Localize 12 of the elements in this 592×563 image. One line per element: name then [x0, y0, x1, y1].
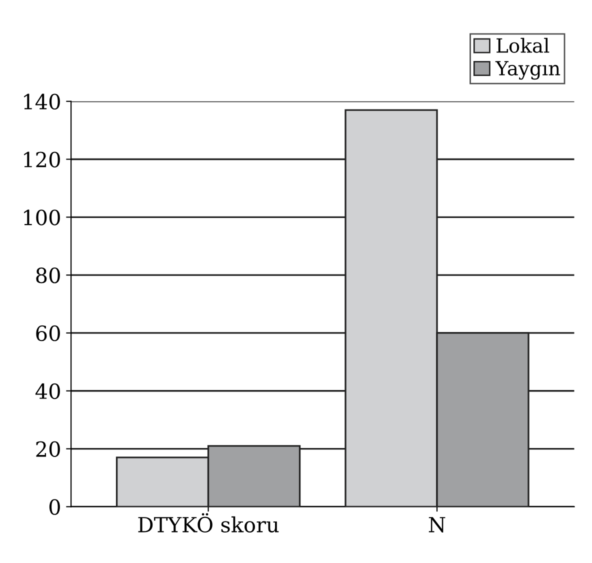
legend-label: Yaygın [495, 61, 560, 80]
x-tick-label: N [428, 517, 446, 533]
x-tick-label: DTYKÖ skoru [138, 513, 279, 533]
y-tick-label: 100 [24, 210, 60, 226]
y-tick-label: 140 [24, 94, 60, 110]
y-tick-label: 80 [36, 268, 60, 284]
legend-label: Lokal [496, 38, 550, 53]
y-tick-label: 60 [36, 325, 60, 342]
y-tick-label: 120 [24, 152, 60, 168]
y-tick-label: 20 [36, 441, 60, 458]
y-tick-label: 0 [49, 499, 60, 515]
y-tick-label: 40 [35, 383, 60, 400]
